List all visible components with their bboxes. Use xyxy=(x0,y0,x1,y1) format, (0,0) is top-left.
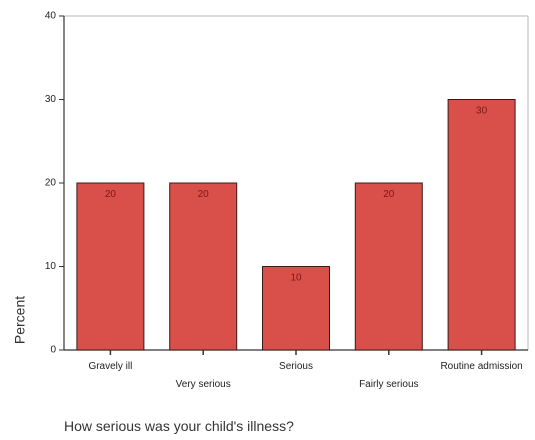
x-category-label: Routine admission xyxy=(440,361,522,372)
x-axis-title: How serious was your child's illness? xyxy=(64,418,294,434)
y-axis-ticks: 0 10 20 30 40 xyxy=(45,11,64,356)
y-tick-label: 10 xyxy=(45,261,57,272)
bar-data-label: 20 xyxy=(383,189,395,200)
x-category-label: Gravely ill xyxy=(88,361,132,372)
x-axis-tick-labels: Gravely ill Very serious Serious Fairly ser… xyxy=(88,350,523,390)
bars-group: 20 20 10 20 30 xyxy=(76,99,516,351)
y-tick-label: 0 xyxy=(50,345,56,356)
bar-data-label: 20 xyxy=(198,189,210,200)
bar xyxy=(76,182,145,351)
bar-data-label: 20 xyxy=(105,189,117,200)
bar xyxy=(169,182,238,351)
y-tick-label: 20 xyxy=(45,178,57,189)
bar xyxy=(354,182,423,351)
x-category-label: Very serious xyxy=(176,379,231,390)
bar xyxy=(262,266,330,351)
plot-frame-group xyxy=(64,15,529,350)
x-category-label: Serious xyxy=(279,361,313,372)
y-tick-label: 30 xyxy=(45,94,57,105)
y-axis-title: Percent xyxy=(12,296,28,344)
x-category-label: Fairly serious xyxy=(359,379,418,390)
bar-data-label: 10 xyxy=(290,273,302,284)
y-tick-label: 40 xyxy=(45,11,57,22)
bar xyxy=(447,99,516,351)
bar-data-label: 30 xyxy=(476,106,488,117)
